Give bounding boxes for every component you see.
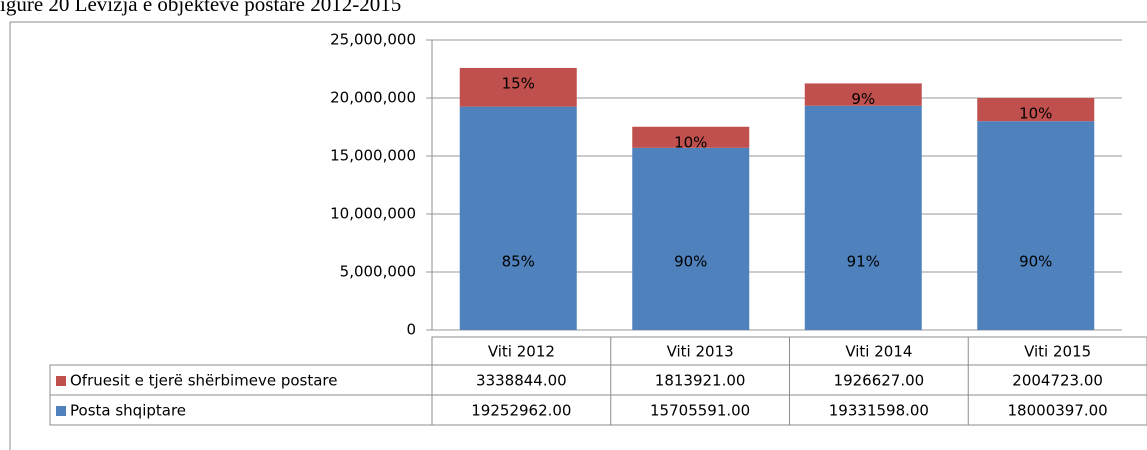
share-label: 10% <box>1019 104 1052 122</box>
y-tick-label: 0 <box>406 321 416 339</box>
bar-segment <box>977 97 1095 122</box>
legend-label: Posta shqiptare <box>70 402 186 420</box>
y-tick-label: 15,000,000 <box>330 147 416 165</box>
x-tick-label: Viti 2012 <box>488 343 555 361</box>
bar-segment <box>632 147 750 330</box>
chart-title: igure 20 Lëvizja e objekteve postare 201… <box>0 0 401 16</box>
table-value: 1926627.00 <box>834 372 925 390</box>
share-label: 10% <box>674 133 707 151</box>
share-label: 91% <box>847 253 880 271</box>
bar-segment <box>977 121 1095 330</box>
table-value: 2004723.00 <box>1012 372 1103 390</box>
table-value: 3338844.00 <box>476 372 567 390</box>
table-value: 19252962.00 <box>471 402 571 420</box>
y-tick-label: 5,000,000 <box>340 263 416 281</box>
bar-segment <box>804 83 922 106</box>
legend-swatch <box>56 376 66 386</box>
share-label: 9% <box>851 90 875 108</box>
table-value: 15705591.00 <box>650 402 750 420</box>
bar-segment <box>459 67 577 107</box>
x-tick-label: Viti 2015 <box>1024 343 1091 361</box>
y-tick-label: 20,000,000 <box>330 89 416 107</box>
legend-label: Ofruesit e tjerë shërbimeve postare <box>70 372 338 390</box>
table-value: 18000397.00 <box>1008 402 1108 420</box>
share-label: 85% <box>502 253 535 271</box>
y-tick-label: 25,000,000 <box>330 31 416 49</box>
bar-segment <box>459 106 577 330</box>
share-label: 15% <box>502 74 535 92</box>
share-label: 90% <box>1019 253 1052 271</box>
table-value: 1813921.00 <box>655 372 746 390</box>
bar-segment <box>632 126 750 148</box>
bar-segment <box>804 105 922 330</box>
x-tick-label: Viti 2014 <box>845 343 912 361</box>
x-tick-label: Viti 2013 <box>667 343 734 361</box>
y-tick-label: 10,000,000 <box>330 205 416 223</box>
table-value: 19331598.00 <box>829 402 929 420</box>
share-label: 90% <box>674 253 707 271</box>
legend-swatch <box>56 406 66 416</box>
